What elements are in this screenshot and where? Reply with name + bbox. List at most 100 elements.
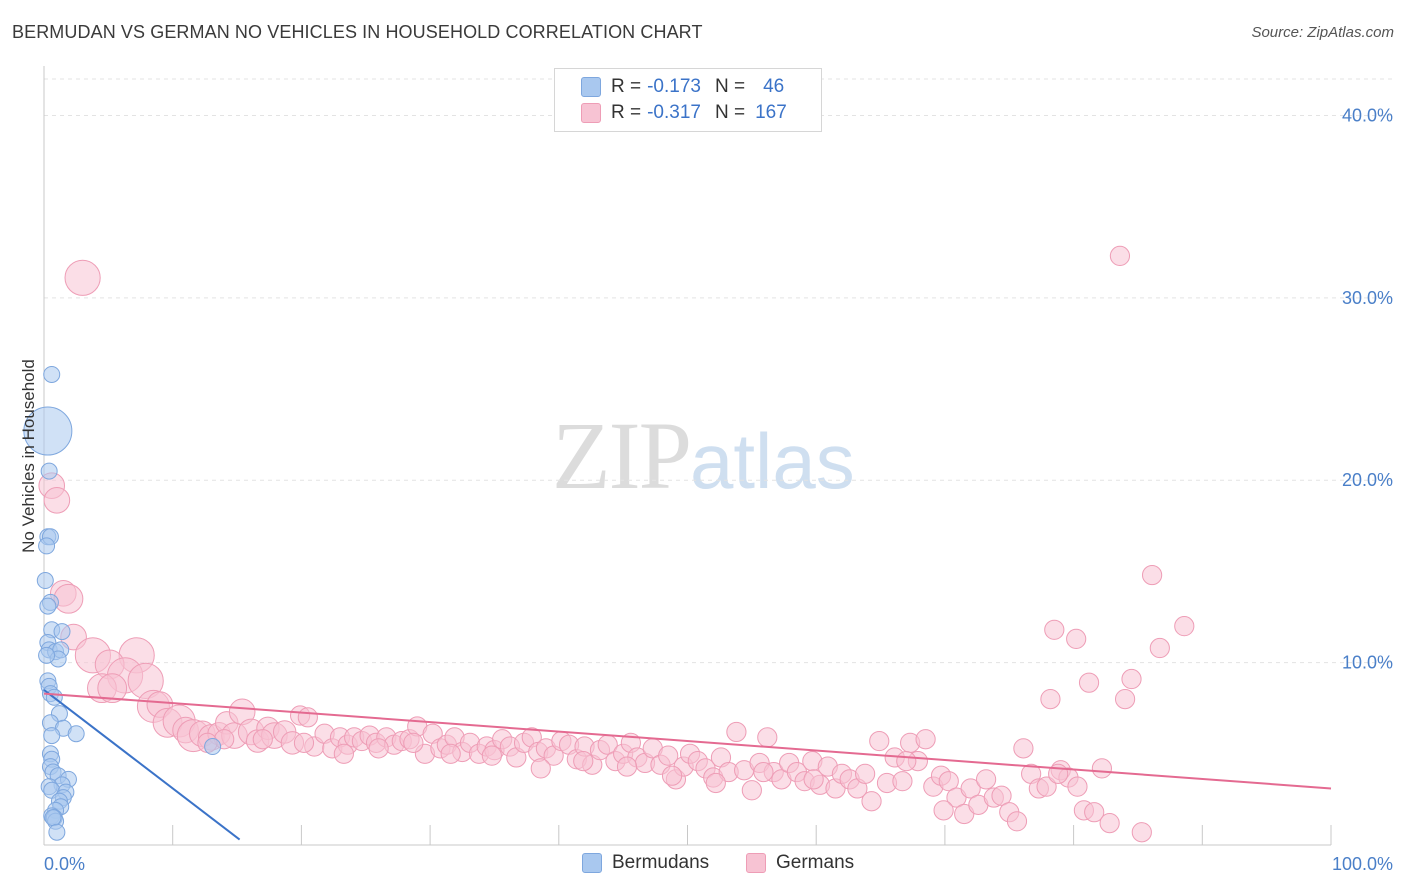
point-germans [960, 778, 981, 799]
point-germans [1078, 672, 1100, 693]
legend-row-germans: R = -0.317 N = 167 [581, 101, 787, 125]
point-germans [333, 743, 354, 764]
correlation-legend: R = -0.173 N = 46 R = -0.317 N = 167 [554, 68, 822, 132]
y-tick-label: 20.0% [1342, 470, 1393, 490]
legend-n-value: 46 [763, 76, 785, 97]
point-germans [869, 730, 890, 752]
point-bermudans [39, 597, 57, 615]
point-germans [297, 707, 318, 728]
point-germans [1131, 822, 1152, 843]
point-bermudans [38, 537, 56, 555]
point-germans [1067, 776, 1088, 797]
point-germans [481, 745, 502, 766]
point-bermudans [36, 572, 54, 590]
point-germans [933, 800, 954, 821]
point-bermudans [43, 365, 61, 383]
y-tick-label: 10.0% [1342, 653, 1393, 673]
point-germans [661, 765, 683, 786]
bottom-legend-bermudans: Bermudans [582, 852, 709, 874]
point-germans [741, 780, 762, 801]
point-germans [403, 732, 424, 753]
point-germans [97, 673, 128, 704]
point-germans [896, 751, 917, 772]
trend-line-bermudans [43, 689, 241, 841]
y-tick-label: 30.0% [1342, 288, 1393, 308]
point-germans [1036, 776, 1057, 797]
bottom-legend-label-germans: Germans [776, 852, 855, 873]
point-germans [1099, 813, 1120, 834]
point-germans [861, 791, 882, 812]
point-germans [1149, 637, 1170, 659]
point-germans [64, 259, 101, 296]
point-germans [855, 763, 876, 784]
point-germans [53, 583, 84, 614]
point-germans [1066, 628, 1087, 650]
y-tick-label: 40.0% [1342, 105, 1393, 125]
bottom-swatch-bermudans [582, 853, 602, 873]
point-germans [946, 787, 967, 808]
point-germans [530, 758, 551, 779]
point-bermudans [40, 462, 58, 480]
source-credit: Source: ZipAtlas.com [1251, 24, 1394, 41]
point-germans [1091, 758, 1113, 779]
legend-swatch-bermudans [581, 77, 601, 97]
tick-labels: 10.0% 20.0% 30.0% 40.0% 0.0% 100.0% [44, 105, 1393, 874]
legend-row-bermudans: R = -0.173 N = 46 [581, 75, 784, 99]
legend-n-label: N = [714, 76, 746, 97]
point-germans [1013, 738, 1034, 759]
point-germans [975, 769, 997, 790]
point-germans [1142, 564, 1163, 586]
legend-r-value: -0.317 [647, 102, 701, 123]
legend-swatch-germans [581, 103, 601, 123]
point-germans [1040, 688, 1061, 710]
legend-r-label: R = [611, 76, 642, 97]
point-bermudans [48, 823, 66, 841]
point-germans [1044, 619, 1065, 640]
point-germans [293, 732, 315, 753]
point-germans [1174, 616, 1195, 637]
y-axis-label: No Vehicles in Household [19, 359, 38, 553]
bottom-legend-label-bermudans: Bermudans [612, 852, 710, 873]
point-germans [573, 751, 594, 772]
point-bermudans [67, 725, 85, 743]
point-bermudans [53, 623, 71, 641]
legend-n-value: 167 [755, 102, 787, 123]
x-tick-label-start: 0.0% [44, 854, 85, 874]
point-germans [803, 769, 824, 790]
point-germans [440, 743, 461, 764]
point-germans [892, 771, 913, 792]
point-germans [705, 772, 726, 794]
legend-r-label: R = [611, 102, 642, 123]
point-germans [1109, 245, 1131, 267]
point-germans [954, 803, 975, 825]
point-germans [43, 487, 71, 514]
point-germans [1084, 802, 1105, 823]
point-germans [991, 785, 1012, 806]
point-germans [616, 756, 638, 777]
legend-n-label: N = [714, 102, 746, 123]
axes [43, 66, 1332, 846]
point-germans [1114, 688, 1136, 710]
chart-title: BERMUDAN VS GERMAN NO VEHICLES IN HOUSEH… [12, 22, 703, 42]
point-bermudans [44, 809, 62, 827]
legend-r-value: -0.173 [647, 76, 701, 97]
trend-line-germans [43, 692, 1332, 790]
x-tick-label-end: 100.0% [1332, 854, 1393, 874]
trend-lines [43, 689, 1332, 841]
point-germans [753, 761, 774, 783]
watermark-atlas: atlas [690, 417, 855, 505]
point-germans [938, 771, 959, 792]
point-germans [726, 721, 747, 743]
point-bermudans [23, 406, 73, 456]
point-bermudans [38, 646, 56, 664]
zipatlas-watermark: ZIPatlas [552, 400, 855, 511]
bottom-legend-germans: Germans [746, 852, 854, 874]
data-points [23, 245, 1195, 843]
point-germans [1121, 668, 1142, 690]
point-bermudans [43, 727, 61, 745]
point-germans [368, 738, 389, 759]
point-germans [1006, 811, 1028, 832]
point-bermudans [204, 738, 222, 756]
grid-lines [44, 78, 1392, 664]
